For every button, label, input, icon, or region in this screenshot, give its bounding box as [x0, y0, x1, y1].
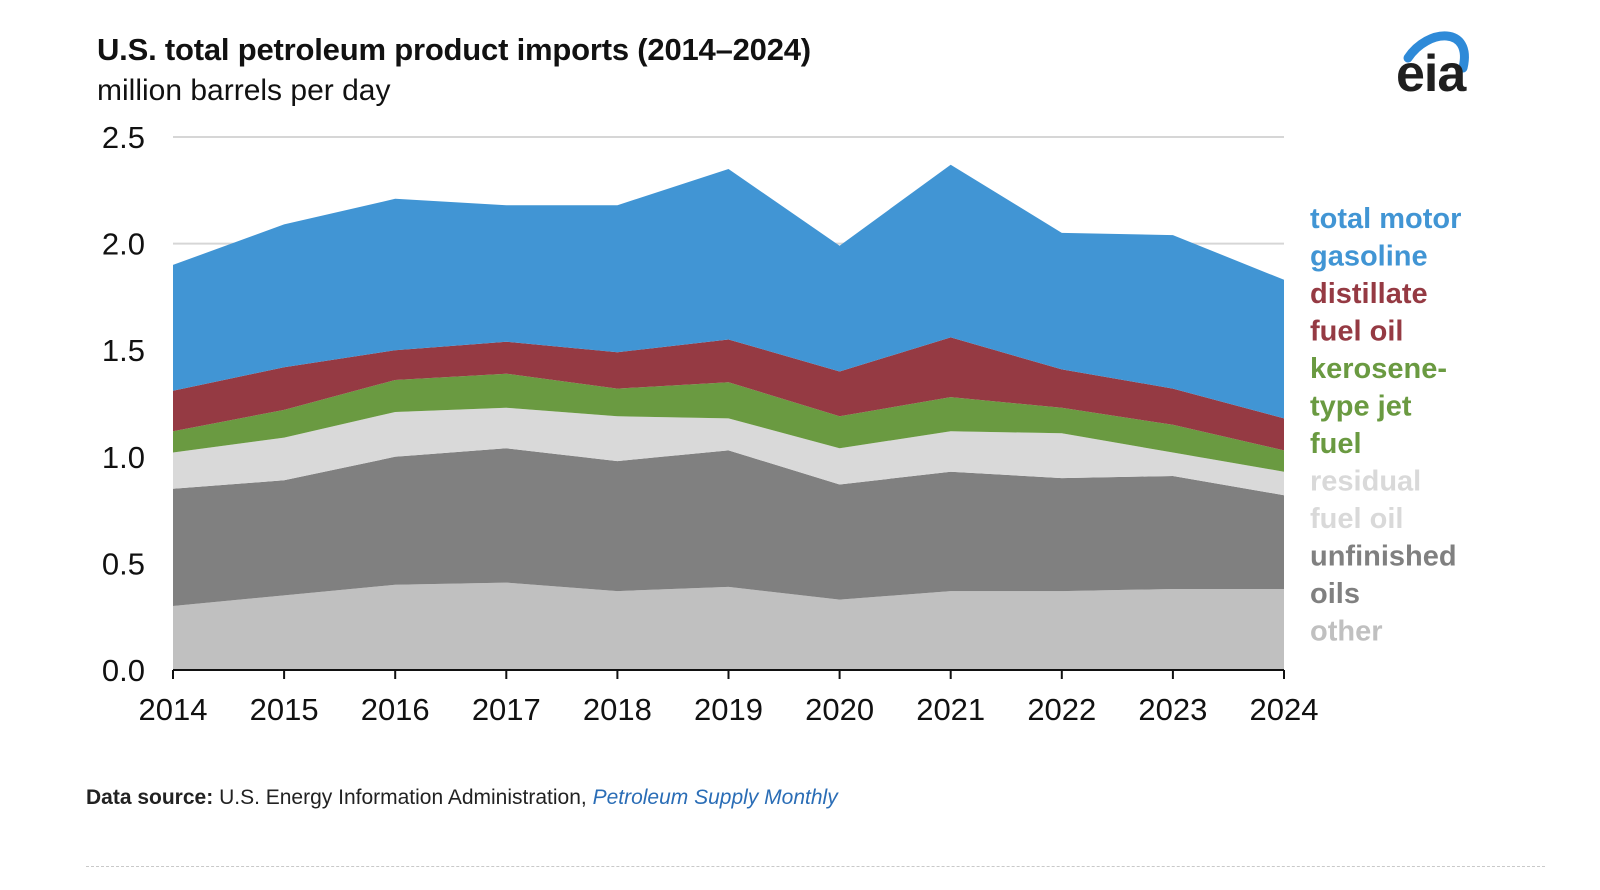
- legend-label-kerosene-type-jet-fuel: kerosene-: [1310, 353, 1447, 385]
- x-tick-label: 2019: [694, 692, 763, 727]
- x-tick-label: 2018: [583, 692, 652, 727]
- area-distillate-fuel-oil: [173, 337, 1284, 451]
- chart-title: U.S. total petroleum product imports (20…: [97, 32, 811, 67]
- y-tick-label: 0.5: [102, 546, 145, 581]
- source-publication-link[interactable]: Petroleum Supply Monthly: [592, 786, 838, 809]
- legend: total motor gasoline distillate fuel oil ker…: [1310, 203, 1461, 648]
- legend-label-kerosene-type-jet-fuel: fuel: [1310, 428, 1362, 460]
- legend-label-residual-fuel-oil: fuel oil: [1310, 503, 1403, 535]
- footer-divider: [86, 866, 1545, 867]
- axes: 0.0 0.5 1.0 1.5 2.0 2.5 2014 2015 2016 2017 2018 20…: [102, 120, 1319, 727]
- x-tick-label: 2020: [805, 692, 874, 727]
- y-tick-label: 2.5: [102, 120, 145, 155]
- y-tick-label: 0.0: [102, 653, 145, 688]
- area-residual-fuel-oil: [173, 407, 1284, 496]
- x-tick-label: 2014: [139, 692, 208, 727]
- legend-label-other: other: [1310, 616, 1383, 648]
- y-tick-label: 1.0: [102, 440, 145, 475]
- legend-label-unfinished-oils: unfinished: [1310, 541, 1457, 573]
- eia-logo-arc-icon: [1403, 31, 1469, 73]
- x-tick-label: 2023: [1138, 692, 1207, 727]
- x-tick-label: 2021: [916, 692, 985, 727]
- source-label: Data source:: [86, 786, 214, 809]
- legend-label-residual-fuel-oil: residual: [1310, 466, 1421, 498]
- legend-label-unfinished-oils: oils: [1310, 578, 1360, 610]
- source-org: U.S. Energy Information Administration,: [219, 786, 587, 809]
- eia-logo-text: eia: [1396, 45, 1466, 103]
- x-tick-label: 2016: [361, 692, 430, 727]
- x-tick-label: 2017: [472, 692, 541, 727]
- area-series: [173, 164, 1284, 670]
- legend-label-distillate-fuel-oil: fuel oil: [1310, 316, 1403, 348]
- x-tick-label: 2015: [250, 692, 319, 727]
- area-kerosene-type-jet-fuel: [173, 373, 1284, 472]
- legend-label-kerosene-type-jet-fuel: type jet: [1310, 391, 1412, 423]
- y-tick-label: 1.5: [102, 333, 145, 368]
- data-source-note: Data source: U.S. Energy Information Adm…: [86, 786, 838, 810]
- x-tick-label: 2022: [1027, 692, 1096, 727]
- legend-label-distillate-fuel-oil: distillate: [1310, 278, 1428, 310]
- chart-subtitle: million barrels per day: [97, 74, 391, 107]
- area-unfinished-oils: [173, 448, 1284, 606]
- area-other: [173, 582, 1284, 670]
- area-total-motor-gasoline: [173, 164, 1284, 419]
- eia-logo: eia: [1388, 28, 1508, 108]
- legend-label-total-motor-gasoline: gasoline: [1310, 241, 1428, 273]
- legend-label-total-motor-gasoline: total motor: [1310, 203, 1461, 235]
- y-tick-label: 2.0: [102, 227, 145, 262]
- x-tick-label: 2024: [1250, 692, 1319, 727]
